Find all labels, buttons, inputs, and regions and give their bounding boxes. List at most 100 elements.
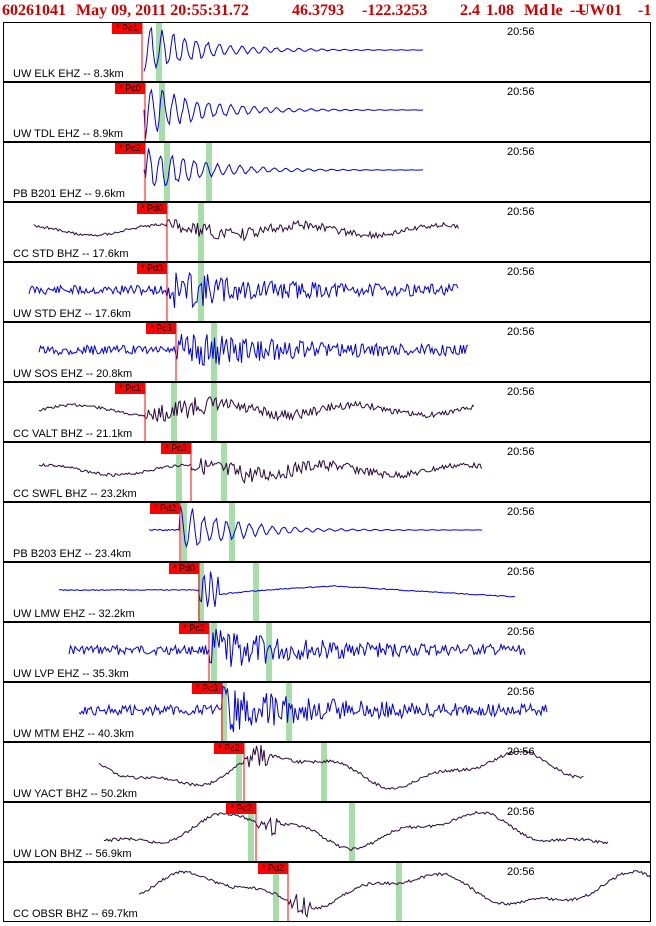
station-label: CC STD BHZ -- 17.6km [12, 248, 130, 261]
event-depth: 2.4 [460, 2, 480, 19]
trace-plot [28, 263, 459, 321]
pick-label[interactable]: * Pc1 [115, 383, 145, 394]
phase-marker [349, 803, 355, 861]
waveform-line [58, 571, 516, 607]
waveform-line [143, 26, 424, 72]
pick-label[interactable]: * Pc3 [192, 683, 222, 694]
pick-label[interactable]: * Pd0 [169, 563, 199, 574]
waveform-line [78, 685, 548, 733]
time-label: 20:56 [507, 626, 535, 638]
time-label: 20:56 [507, 866, 535, 878]
station-label: UW TDL EHZ -- 8.9km [12, 128, 125, 141]
station-label: CC SWFL BHZ -- 23.2km [12, 488, 138, 501]
phase-marker [266, 623, 272, 681]
trace-panel: * Pc3 20:56 UW LVP EHZ -- 35.3km [3, 622, 651, 682]
time-label: 20:56 [507, 86, 535, 98]
trace-panel: * Pc3 20:56 UW MTM EHZ -- 40.3km [3, 682, 651, 742]
pick-label[interactable]: * Pd2 [150, 503, 180, 514]
trace-panel: * Pc0 20:56 UW TDL EHZ -- 8.9km [3, 82, 651, 142]
phase-marker [211, 383, 217, 441]
pick-label[interactable]: * Pd0 [137, 203, 167, 214]
trace-panel: * Pd2 20:56 PB B203 EHZ -- 23.4km [3, 502, 651, 562]
waveform-line [143, 88, 424, 139]
seismogram-panels: * Pc1 20:56 UW ELK EHZ -- 8.3km * Pc0 20:56 U… [0, 22, 656, 926]
time-label: 20:56 [507, 746, 535, 758]
phase-marker [321, 743, 327, 801]
waveform-line [104, 810, 609, 852]
phase-marker [211, 623, 217, 681]
phase-marker [229, 503, 235, 561]
phase-marker [159, 83, 165, 141]
event-mag-type: Md [524, 2, 548, 19]
time-label: 20:56 [507, 506, 535, 518]
event-quality: le [551, 2, 563, 19]
time-label: 20:56 [507, 26, 535, 38]
station-label: PB B201 EHZ -- 9.6km [12, 188, 126, 201]
pick-label[interactable]: * Pc2 [115, 143, 145, 154]
station-label: CC VALT BHZ -- 21.1km [12, 428, 134, 441]
trace-panel: * Pc2 20:56 UW YACT BHZ -- 50.2km [3, 742, 651, 802]
waveform-line [33, 218, 459, 242]
event-flag: -1 [638, 2, 652, 19]
waveform-line [38, 396, 475, 422]
trace-plot [138, 863, 650, 921]
station-label: UW YACT BHZ -- 50.2km [12, 788, 139, 801]
trace-plot [33, 203, 459, 261]
time-label: 20:56 [507, 566, 535, 578]
pick-label[interactable]: * Pc1 [112, 23, 142, 34]
event-lat: 46.3793 [292, 2, 344, 19]
phase-marker [198, 263, 204, 321]
pick-label[interactable]: * Pc0 [115, 83, 145, 94]
pick-label[interactable]: * Pc3 [161, 443, 191, 454]
station-label: UW ELK EHZ -- 8.3km [12, 68, 125, 81]
pick-label[interactable]: * Pc2 [226, 803, 256, 814]
phase-marker [176, 443, 182, 501]
waveform-line [38, 333, 469, 367]
time-label: 20:56 [507, 266, 535, 278]
pick-label[interactable]: * Pd2 [258, 863, 288, 874]
time-label: 20:56 [507, 806, 535, 818]
phase-marker [198, 563, 204, 621]
phase-marker [286, 683, 292, 741]
trace-panel: * Pc1 20:56 UW ELK EHZ -- 8.3km [3, 22, 651, 82]
waveform-line [138, 870, 650, 919]
station-label: UW LON BHZ -- 56.9km [12, 848, 133, 861]
phase-marker [248, 803, 254, 861]
phase-marker [273, 863, 279, 921]
trace-plot [141, 23, 424, 81]
trace-panel: * Pc2 20:56 PB B201 EHZ -- 9.6km [3, 142, 651, 202]
pick-label[interactable]: * Pc2 [214, 743, 244, 754]
trace-plot [58, 563, 516, 621]
station-label: UW LMW EHZ -- 32.2km [12, 608, 136, 621]
trace-panel: * Pd3 20:56 UW STD EHZ -- 17.6km [3, 262, 651, 322]
time-label: 20:56 [507, 686, 535, 698]
station-label: UW STD EHZ -- 17.6km [12, 308, 132, 321]
trace-plot [38, 323, 469, 381]
pick-label[interactable]: * Pc3 [179, 623, 209, 634]
station-label: PB B203 EHZ -- 23.4km [12, 548, 132, 561]
phase-marker [221, 683, 227, 741]
trace-plot [78, 683, 548, 741]
event-lon: -122.3253 [362, 2, 428, 19]
event-dashes: --- [570, 2, 586, 19]
pick-label[interactable]: * Pd3 [137, 263, 167, 274]
station-label: UW MTM EHZ -- 40.3km [12, 728, 135, 741]
trace-panel: * Pc1 20:56 CC VALT BHZ -- 21.1km [3, 382, 651, 442]
event-id: 60261041 [2, 2, 66, 19]
station-label: UW LVP EHZ -- 35.3km [12, 668, 130, 681]
pick-label[interactable]: * Pc3 [146, 323, 176, 334]
trace-plot [143, 83, 424, 141]
phase-marker [396, 863, 402, 921]
time-label: 20:56 [507, 326, 535, 338]
phase-marker [164, 143, 170, 201]
trace-plot [104, 803, 609, 861]
trace-panel: * Pd0 20:56 UW LMW EHZ -- 32.2km [3, 562, 651, 622]
phase-marker [206, 143, 212, 201]
trace-plot [68, 623, 526, 681]
time-label: 20:56 [507, 446, 535, 458]
time-label: 20:56 [507, 386, 535, 398]
trace-panel: * Pc3 20:56 UW SOS EHZ -- 20.8km [3, 322, 651, 382]
trace-plot [143, 143, 423, 201]
station-label: CC OBSR BHZ -- 69.7km [12, 908, 139, 921]
trace-panel: * Pd0 20:56 CC STD BHZ -- 17.6km [3, 202, 651, 262]
